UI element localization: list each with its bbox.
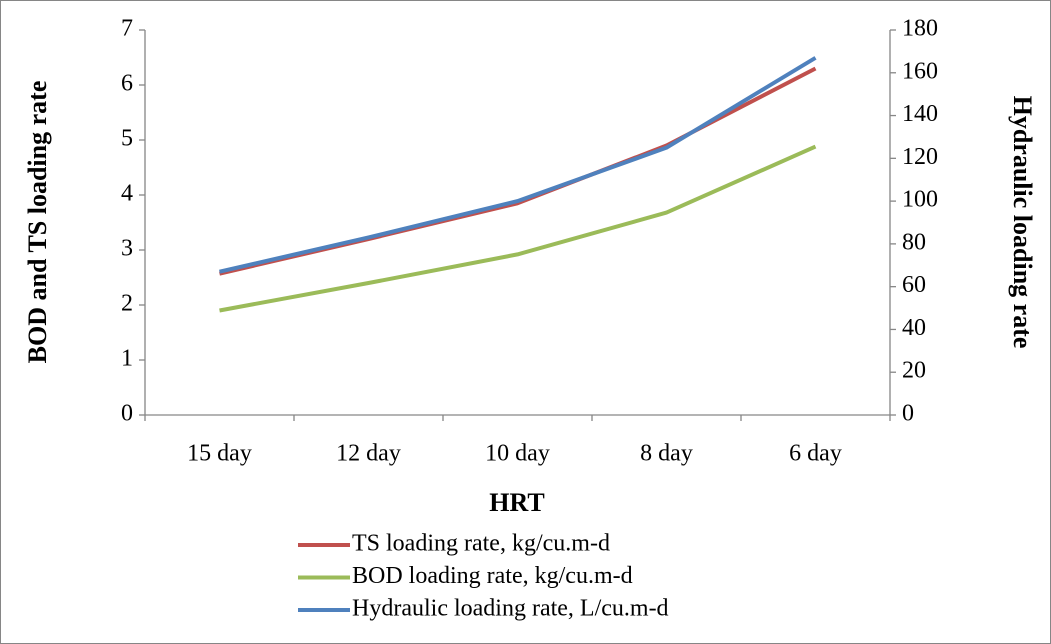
y2-tick-label: 80 [902,229,926,255]
y2-tick-label: 160 [902,58,938,84]
legend-label: TS loading rate, kg/cu.m-d [352,531,610,557]
y2-axis-title: Hydraulic loading rate [1008,96,1037,349]
y-tick-label: 7 [121,16,133,42]
y2-tick-label: 20 [902,358,926,384]
y-tick-label: 3 [121,236,133,262]
y2-tick-label: 120 [902,144,938,170]
series-line [219,56,817,274]
y2-tick-label: 60 [902,272,926,298]
legend-label: BOD loading rate, kg/cu.m-d [352,563,633,589]
y-tick-label: 2 [121,291,133,317]
x-tick-label: 6 day [789,441,842,467]
x-tick-label: 8 day [640,441,693,467]
y-tick-label: 5 [121,126,133,152]
y-tick-label: 4 [121,181,133,207]
y2-tick-label: 140 [902,101,938,127]
x-axis-title: HRT [489,488,544,517]
y2-tick-label: 180 [902,16,938,42]
y2-tick-label: 40 [902,315,926,341]
x-tick-label: 12 day [336,441,401,467]
y2-tick-label: 0 [902,401,914,427]
y-axis-title: BOD and TS loading rate [23,81,52,364]
x-tick-label: 15 day [187,441,252,467]
y-tick-label: 0 [121,401,133,427]
series-line [219,144,817,313]
y-tick-label: 6 [121,71,133,97]
x-tick-label: 10 day [485,441,550,467]
y-tick-label: 1 [121,346,133,372]
legend-label: Hydraulic loading rate, L/cu.m-d [352,596,669,622]
y2-tick-label: 100 [902,187,938,213]
